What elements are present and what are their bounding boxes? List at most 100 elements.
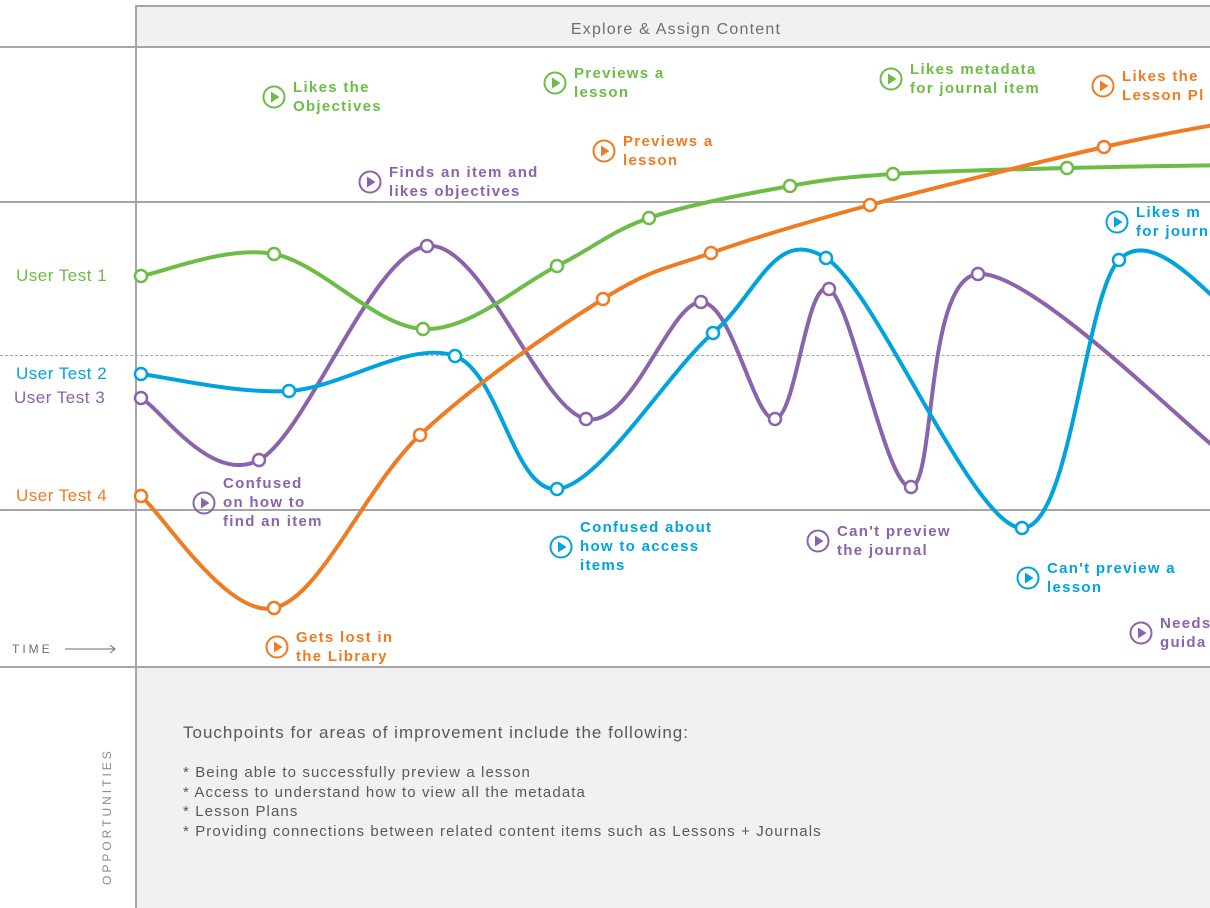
touchpoint-marker (578, 411, 594, 427)
arrow-right-icon (64, 644, 116, 654)
series-label-user-test-3: User Test 3 (14, 388, 106, 407)
opportunity-item: * Providing connections between related … (183, 822, 822, 840)
annotation-text: Likes metadata (910, 61, 1037, 78)
phase-header: Explore & Assign Content (136, 5, 1210, 48)
annotation-text: Finds an item and (389, 164, 539, 181)
play-circle-icon (1129, 621, 1153, 645)
touchpoint-marker (595, 291, 611, 307)
touchpoint-marker (133, 366, 149, 382)
annotation-text: the journal (837, 542, 928, 559)
touchpoint-marker (133, 268, 149, 284)
annotation: Confused about how to access items (549, 518, 712, 575)
annotation-text: Objectives (293, 98, 382, 115)
journey-line-2 (140, 247, 1210, 531)
time-label: TIME (12, 642, 53, 656)
annotation-text: Gets lost in (296, 629, 394, 646)
annotation-text: Confused about (580, 519, 713, 536)
touchpoint-marker (703, 245, 719, 261)
divider (0, 46, 1210, 48)
phase-title: Explore & Assign Content (570, 21, 782, 38)
play-circle-icon (1105, 210, 1129, 234)
annotation-text: lesson (1047, 579, 1103, 596)
touchpoint-marker (693, 294, 709, 310)
divider (0, 509, 1210, 511)
annotation: Likes the Lesson Pl (1091, 67, 1205, 105)
axis-line (135, 5, 137, 908)
annotation-text: Likes m (1136, 204, 1201, 221)
annotation-text: Needs (1160, 615, 1210, 632)
touchpoint-marker (1111, 252, 1127, 268)
touchpoint-marker (1014, 520, 1030, 536)
touchpoint-marker (549, 481, 565, 497)
touchpoint-marker (782, 178, 798, 194)
annotation: Previews a lesson (543, 64, 665, 102)
touchpoint-marker (549, 258, 565, 274)
divider (0, 201, 1210, 203)
series-label-user-test-4: User Test 4 (16, 486, 108, 505)
play-circle-icon (262, 85, 286, 109)
play-circle-icon (549, 535, 573, 558)
baseline-dashed (0, 355, 1210, 356)
touchpoint-marker (885, 166, 901, 182)
touchpoint-marker (266, 246, 282, 262)
journey-line-3 (139, 243, 1210, 489)
touchpoint-marker (1096, 139, 1112, 155)
touchpoint-marker (818, 250, 834, 266)
annotation-text: Can't preview a (1047, 560, 1176, 577)
play-circle-icon (592, 139, 616, 163)
annotation-text: how to access (580, 538, 700, 555)
touchpoint-marker (266, 600, 282, 616)
touchpoint-marker (821, 281, 837, 297)
annotation-text: Previews a (623, 133, 714, 150)
opportunities-label: OPPORTUNITIES (100, 748, 114, 885)
annotation-text: Likes the (293, 79, 370, 96)
annotation-text: the Library (296, 648, 388, 665)
annotation-text: lesson (574, 84, 630, 101)
annotation-text: Confused (223, 475, 303, 492)
touchpoint-marker (705, 325, 721, 341)
annotation-text: for journ (1136, 223, 1210, 240)
divider (0, 666, 1210, 668)
opportunities-heading: Touchpoints for areas of improvement inc… (183, 723, 689, 742)
annotation: Confused on how to find an item (192, 474, 323, 531)
journey-line-1 (140, 163, 1210, 332)
annotation-text: Likes the (1122, 68, 1199, 85)
annotation: Likes the Objectives (262, 78, 382, 116)
play-circle-icon (1016, 566, 1040, 590)
touchpoint-marker (641, 210, 657, 226)
time-axis-label: TIME (12, 642, 117, 656)
annotation-text: for journal item (910, 80, 1040, 97)
touchpoint-marker (412, 427, 428, 443)
touchpoint-marker (970, 266, 986, 282)
touchpoint-marker (133, 488, 149, 504)
annotation: Needs guida (1129, 614, 1210, 652)
annotation: Can't preview the journal (806, 522, 951, 560)
opportunities-list: * Being able to successfully preview a l… (183, 763, 822, 841)
touchpoint-marker (903, 479, 919, 495)
annotation-text: lesson (623, 152, 679, 169)
annotation-text: Can't preview (837, 523, 951, 540)
annotation-text: guida (1160, 634, 1207, 651)
play-circle-icon (265, 635, 289, 659)
play-circle-icon (806, 529, 830, 553)
opportunities-panel (137, 668, 1210, 908)
opportunity-item: * Being able to successfully preview a l… (183, 764, 531, 781)
touchpoint-marker (251, 452, 267, 468)
play-circle-icon (358, 170, 382, 194)
series-label-user-test-1: User Test 1 (16, 266, 108, 285)
touchpoint-marker (1059, 160, 1075, 176)
annotation-text: on how to (223, 494, 306, 511)
opportunity-item: * Lesson Plans (183, 803, 299, 820)
annotation: Finds an item and likes objectives (358, 163, 539, 201)
touchpoint-marker (862, 197, 878, 213)
annotation-text: Previews a (574, 65, 665, 82)
series-label-user-test-2: User Test 2 (16, 364, 108, 383)
opportunity-item: * Access to understand how to view all t… (183, 783, 586, 801)
annotation-text: Lesson Pl (1122, 87, 1205, 104)
annotation-text: likes objectives (389, 183, 521, 200)
touchpoint-marker (419, 238, 435, 254)
play-circle-icon (543, 71, 567, 95)
annotation: Likes m for journ (1105, 203, 1209, 241)
play-circle-icon (879, 67, 903, 91)
